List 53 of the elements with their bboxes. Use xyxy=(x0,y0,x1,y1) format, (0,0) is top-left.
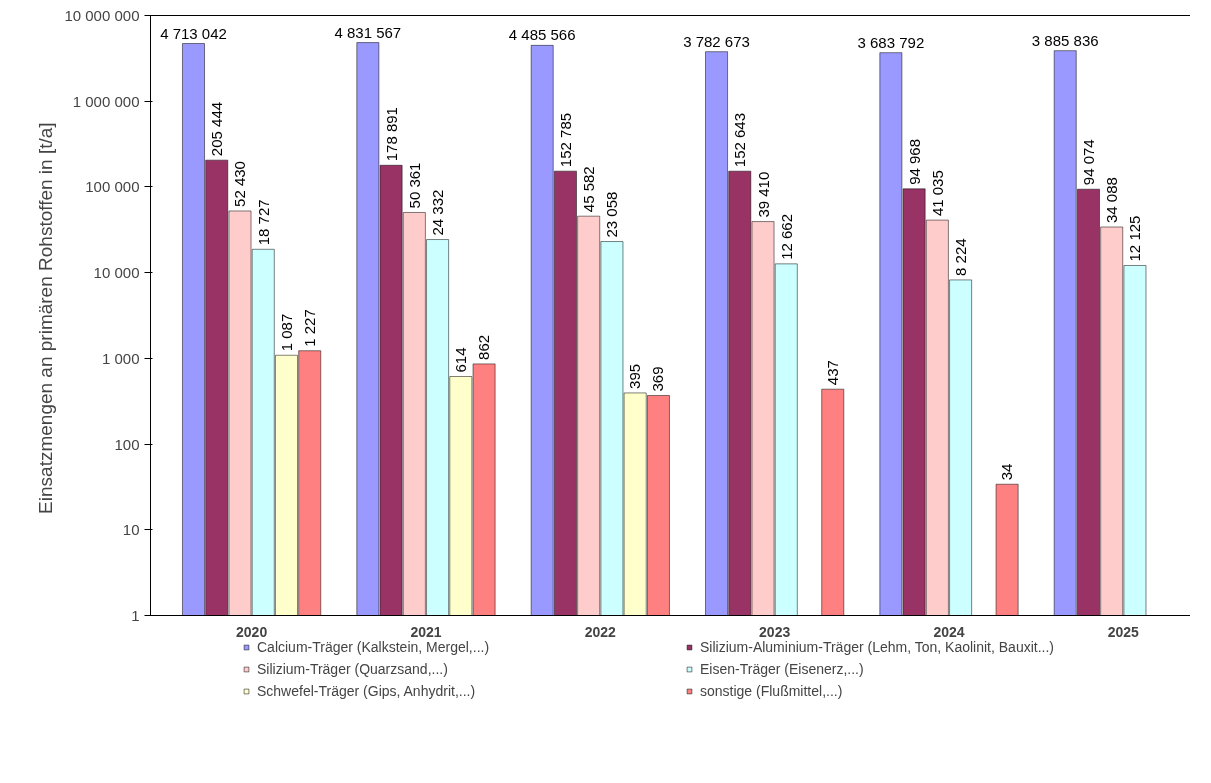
data-label: 24 332 xyxy=(429,189,447,236)
data-label: 152 643 xyxy=(731,112,749,168)
data-label: 94 074 xyxy=(1079,139,1097,186)
y-tick-label: 1 xyxy=(131,607,140,624)
data-label: 152 785 xyxy=(556,112,574,168)
data-label: 39 410 xyxy=(754,171,772,218)
y-tick-label: 1 000 000 xyxy=(72,92,140,110)
data-label: 23 058 xyxy=(603,191,621,238)
y-tick-label: 10 xyxy=(122,521,140,539)
data-label: 41 035 xyxy=(928,170,946,217)
x-tick-label: 2023 xyxy=(759,623,791,640)
x-tick-label: 2025 xyxy=(1107,623,1140,640)
data-label: 12 125 xyxy=(1126,215,1144,262)
legend-label: sonstige (Flußmittel,...) xyxy=(700,683,844,699)
data-label: 8 224 xyxy=(952,238,970,276)
data-label: 94 968 xyxy=(905,138,923,185)
y-tick-label: 100 000 xyxy=(85,178,140,196)
data-label: 1 087 xyxy=(277,313,295,352)
y-tick-label: 10 000 000 xyxy=(64,7,140,24)
data-label: 4 713 042 xyxy=(160,24,227,42)
data-label: 395 xyxy=(626,363,644,389)
legend-label: Silizium-Träger (Quarzsand,...) xyxy=(257,661,449,677)
data-label: 3 885 836 xyxy=(1031,31,1099,49)
data-label: 12 662 xyxy=(777,213,795,260)
data-label: 437 xyxy=(823,360,841,386)
y-tick-label: 100 xyxy=(114,435,140,453)
x-tick-label: 2021 xyxy=(410,623,442,640)
y-tick-label: 1 000 xyxy=(101,349,140,367)
data-label: 4 831 567 xyxy=(334,23,402,41)
legend-label: Schwefel-Träger (Gips, Anhydrit,...) xyxy=(257,683,477,699)
x-tick-label: 2020 xyxy=(236,623,268,640)
legend-label: Calcium-Träger (Kalkstein, Mergel,...) xyxy=(257,639,491,655)
legend-label: Silizium-Aluminium-Träger (Lehm, Ton, Kaolinit, Bauxit...) xyxy=(700,639,1055,655)
x-tick-label: 2024 xyxy=(933,623,965,640)
data-label: 178 891 xyxy=(382,107,400,162)
data-label: 4 485 566 xyxy=(508,26,576,44)
data-label: 205 444 xyxy=(208,101,226,157)
data-label: 50 361 xyxy=(405,162,423,209)
y-axis-title: Einsatzmengen an primären Rohstoffen in [t/a] xyxy=(35,122,57,514)
data-label: 18 727 xyxy=(254,199,272,246)
data-label: 45 582 xyxy=(580,166,598,213)
data-label: 614 xyxy=(451,347,469,373)
legend-label: Eisen-Träger (Eisenerz,...) xyxy=(700,661,865,677)
data-label: 1 227 xyxy=(301,309,319,347)
data-label: 52 430 xyxy=(231,161,249,207)
y-tick-label: 10 000 xyxy=(93,264,140,282)
data-label: 862 xyxy=(475,334,493,360)
data-label: 3 782 673 xyxy=(683,32,750,50)
data-label: 3 683 792 xyxy=(857,33,925,51)
data-label: 369 xyxy=(649,366,667,392)
x-tick-label: 2022 xyxy=(584,623,617,640)
data-label: 34 088 xyxy=(1103,177,1121,223)
data-label: 34 xyxy=(998,463,1016,481)
